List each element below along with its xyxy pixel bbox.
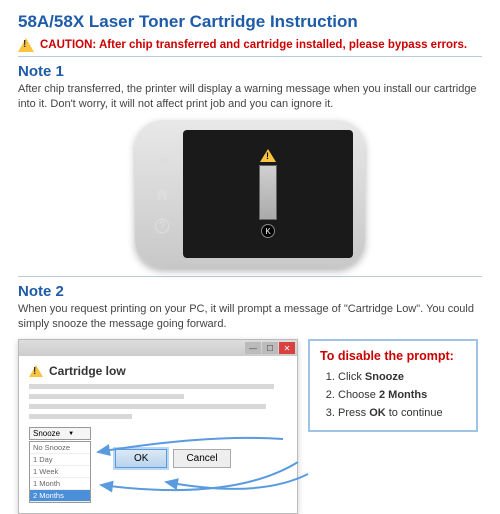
snooze-select[interactable]: Snooze	[29, 427, 91, 440]
close-button[interactable]: ✕	[279, 342, 295, 354]
help-icon	[154, 218, 170, 234]
caution-text: CAUTION: After chip transferred and cart…	[40, 39, 467, 51]
note2-body: When you request printing on your PC, it…	[18, 302, 482, 332]
dropdown-option[interactable]: 1 Week	[30, 466, 90, 478]
dropdown-option[interactable]: No Snooze	[30, 442, 90, 454]
dialog-titlebar: — ☐ ✕	[19, 340, 297, 356]
dialog-warning-icon	[29, 365, 43, 377]
home-icon	[154, 186, 170, 202]
warning-icon	[18, 38, 34, 52]
step-1: Click Snooze	[338, 369, 466, 387]
minimize-button[interactable]: —	[245, 342, 261, 354]
divider	[18, 56, 482, 57]
note1-body: After chip transferred, the printer will…	[18, 82, 482, 112]
dropdown-option-selected[interactable]: 2 Months	[30, 490, 90, 502]
page-title: 58A/58X Laser Toner Cartridge Instructio…	[18, 12, 482, 32]
cartridge-graphic	[259, 165, 277, 220]
cartridge-letter: K	[261, 224, 275, 238]
text-placeholder	[29, 394, 184, 399]
ok-button[interactable]: OK	[115, 449, 167, 468]
step-2: Choose 2 Months	[338, 387, 466, 405]
dropdown-option[interactable]: 1 Day	[30, 454, 90, 466]
text-placeholder	[29, 404, 266, 409]
back-icon	[154, 153, 170, 169]
step-3: Press OK to continue	[338, 405, 466, 423]
snooze-group: Snooze No Snooze 1 Day 1 Week 1 Month 2 …	[29, 427, 91, 503]
dialog-title: Cartridge low	[49, 364, 126, 378]
cancel-button[interactable]: Cancel	[173, 449, 230, 468]
maximize-button[interactable]: ☐	[262, 342, 278, 354]
divider	[18, 276, 482, 277]
instructions-title: To disable the prompt:	[320, 349, 466, 363]
dropdown-option[interactable]: 1 Month	[30, 478, 90, 490]
dialog-window: — ☐ ✕ Cartridge low Snooze No Snooze 1 D…	[18, 339, 298, 514]
printer-screen: K	[183, 130, 353, 258]
note1-heading: Note 1	[18, 63, 482, 80]
snooze-dropdown[interactable]: No Snooze 1 Day 1 Week 1 Month 2 Months	[29, 441, 91, 503]
caution-row: CAUTION: After chip transferred and cart…	[18, 38, 482, 52]
text-placeholder	[29, 384, 274, 389]
screen-warning-icon	[260, 149, 276, 162]
note2-heading: Note 2	[18, 283, 482, 300]
text-placeholder	[29, 414, 132, 419]
instructions-box: To disable the prompt: Click Snooze Choo…	[308, 339, 478, 432]
printer-illustration: K	[18, 120, 482, 268]
